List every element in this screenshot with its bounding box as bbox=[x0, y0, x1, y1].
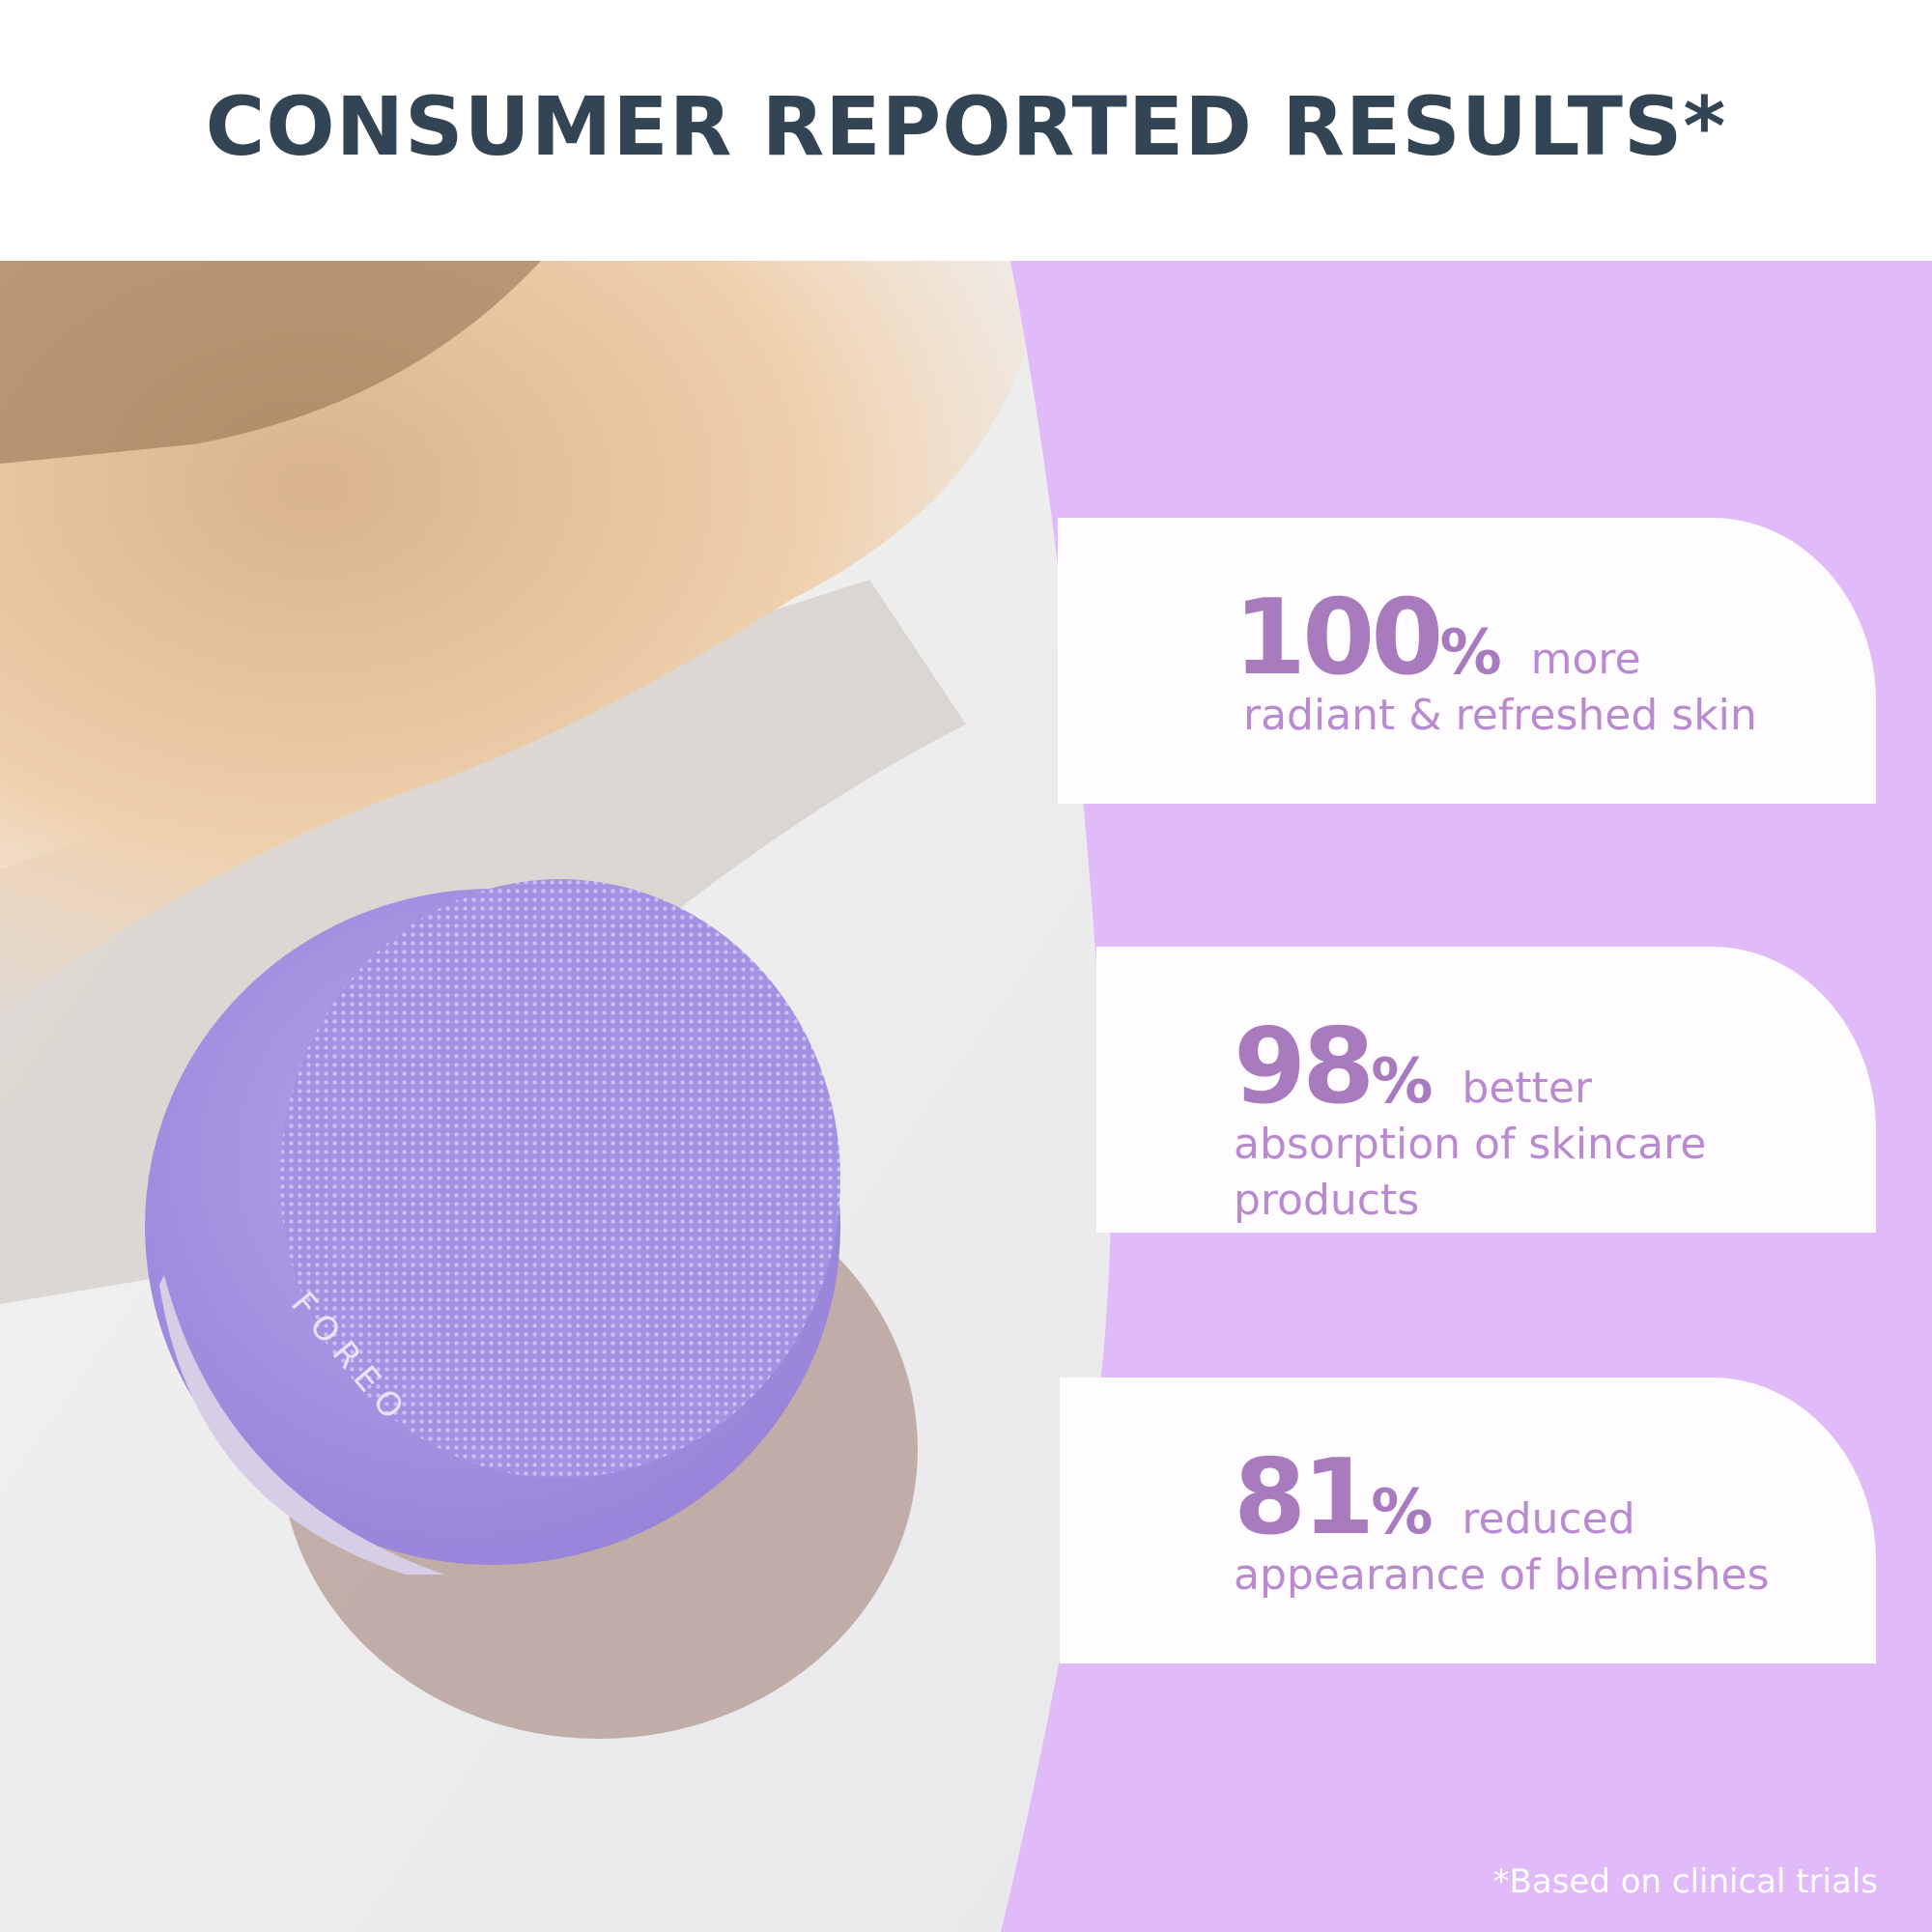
page-title: CONSUMER REPORTED RESULTS* bbox=[205, 79, 1727, 174]
result-value: 81 bbox=[1234, 1437, 1375, 1558]
result-description: radiant & refreshed skin bbox=[1243, 691, 1757, 740]
straw-hat bbox=[0, 261, 1043, 1014]
bristle-pad-icon bbox=[280, 879, 840, 1478]
result-unit: % bbox=[1371, 1046, 1434, 1118]
footnote: *Based on clinical trials bbox=[1492, 1862, 1878, 1901]
result-unit: % bbox=[1439, 617, 1502, 689]
result-value: 98 bbox=[1234, 1007, 1375, 1127]
result-lead: more bbox=[1530, 635, 1641, 684]
result-lead: better bbox=[1462, 1064, 1593, 1113]
result-lead: reduced bbox=[1462, 1494, 1635, 1544]
result-description: absorption of skincare products bbox=[1234, 1120, 1707, 1225]
result-description: appearance of blemishes bbox=[1234, 1550, 1770, 1600]
result-unit: % bbox=[1371, 1477, 1434, 1548]
result-card: 81% reduced appearance of blemishes bbox=[1060, 1378, 1876, 1663]
result-value: 100 bbox=[1234, 578, 1443, 698]
result-card: 100% more radiant & refreshed skin bbox=[1058, 518, 1876, 804]
result-card: 98% better absorption of skincare product… bbox=[1096, 947, 1876, 1233]
